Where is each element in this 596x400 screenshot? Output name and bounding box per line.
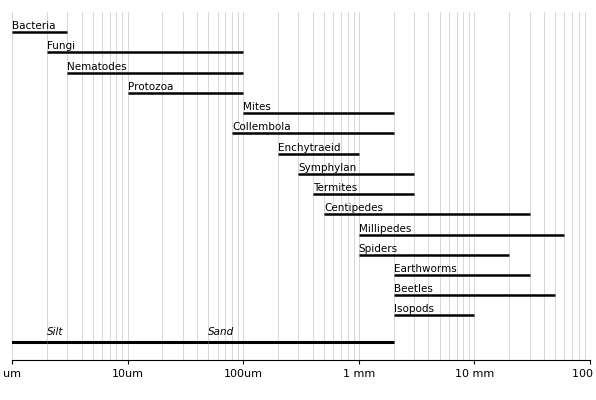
Text: Mites: Mites xyxy=(243,102,271,112)
Text: Nematodes: Nematodes xyxy=(67,62,127,72)
Text: Beetles: Beetles xyxy=(393,284,433,294)
Text: Enchytraeid: Enchytraeid xyxy=(278,143,340,153)
Text: Sand: Sand xyxy=(209,327,235,337)
Text: Isopods: Isopods xyxy=(393,304,434,314)
Text: Earthworms: Earthworms xyxy=(393,264,457,274)
Text: Termites: Termites xyxy=(313,183,357,193)
Text: Silt: Silt xyxy=(46,327,63,337)
Text: Fungi: Fungi xyxy=(46,42,75,52)
Text: Millipedes: Millipedes xyxy=(359,224,411,234)
Text: Protozoa: Protozoa xyxy=(128,82,173,92)
Text: Collembola: Collembola xyxy=(232,122,291,132)
Text: Symphylan: Symphylan xyxy=(299,163,356,173)
Text: Bacteria: Bacteria xyxy=(12,21,55,31)
Text: Spiders: Spiders xyxy=(359,244,398,254)
Text: Centipedes: Centipedes xyxy=(324,203,383,213)
